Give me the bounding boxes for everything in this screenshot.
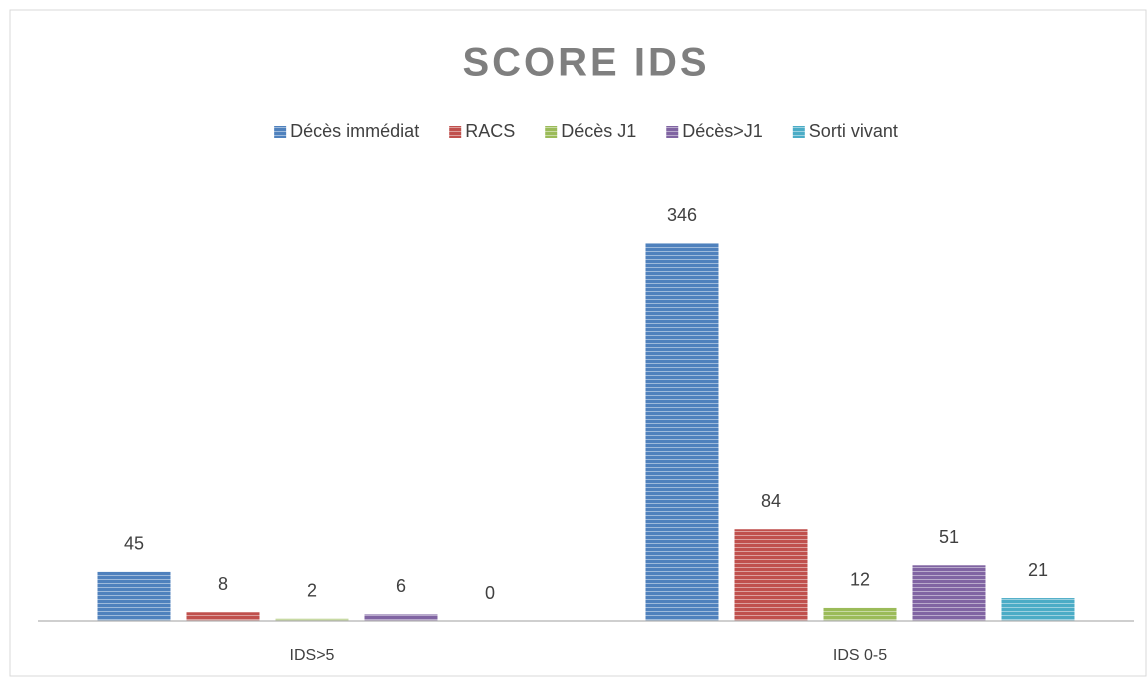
data-label: 84: [761, 491, 781, 511]
chart-title: SCORE IDS: [462, 41, 709, 85]
legend-label: Sorti vivant: [809, 121, 898, 141]
bar: [364, 614, 438, 621]
bar: [912, 565, 986, 621]
data-label: 21: [1028, 560, 1048, 580]
bar: [645, 243, 719, 621]
legend-label: Décès immédiat: [290, 121, 419, 141]
legend: Décès immédiat RACS Décès J1 Décès>J1 Sorti …: [274, 121, 898, 141]
legend-swatch: [449, 126, 462, 138]
legend-swatch: [792, 126, 805, 138]
data-label: 45: [124, 534, 144, 554]
bar: [97, 571, 171, 621]
legend-item: Décès>J1: [666, 121, 763, 141]
data-label: 0: [485, 583, 495, 603]
bar: [275, 618, 349, 621]
data-label: 12: [850, 570, 870, 590]
x-tick-label: IDS>5: [290, 647, 335, 664]
legend-item: RACS: [449, 121, 515, 141]
legend-item: Sorti vivant: [792, 121, 898, 141]
legend-item: Décès immédiat: [274, 121, 419, 141]
bar: [823, 607, 897, 621]
data-label: 2: [307, 581, 317, 601]
bar: [1001, 598, 1075, 621]
chart-border: [9, 9, 1147, 677]
legend-swatch: [666, 126, 679, 138]
legend-item: Décès J1: [545, 121, 636, 141]
x-tick-label: IDS 0-5: [833, 647, 887, 664]
data-label: 346: [667, 205, 697, 225]
data-label: 51: [939, 527, 959, 547]
legend-swatch: [545, 126, 558, 138]
legend-swatch: [274, 126, 287, 138]
legend-label: RACS: [465, 121, 515, 141]
legend-label: Décès J1: [561, 121, 636, 141]
data-label: 6: [396, 576, 406, 596]
bar: [186, 612, 260, 621]
data-label: 8: [218, 574, 228, 594]
bar: [734, 529, 808, 621]
legend-label: Décès>J1: [682, 121, 763, 141]
